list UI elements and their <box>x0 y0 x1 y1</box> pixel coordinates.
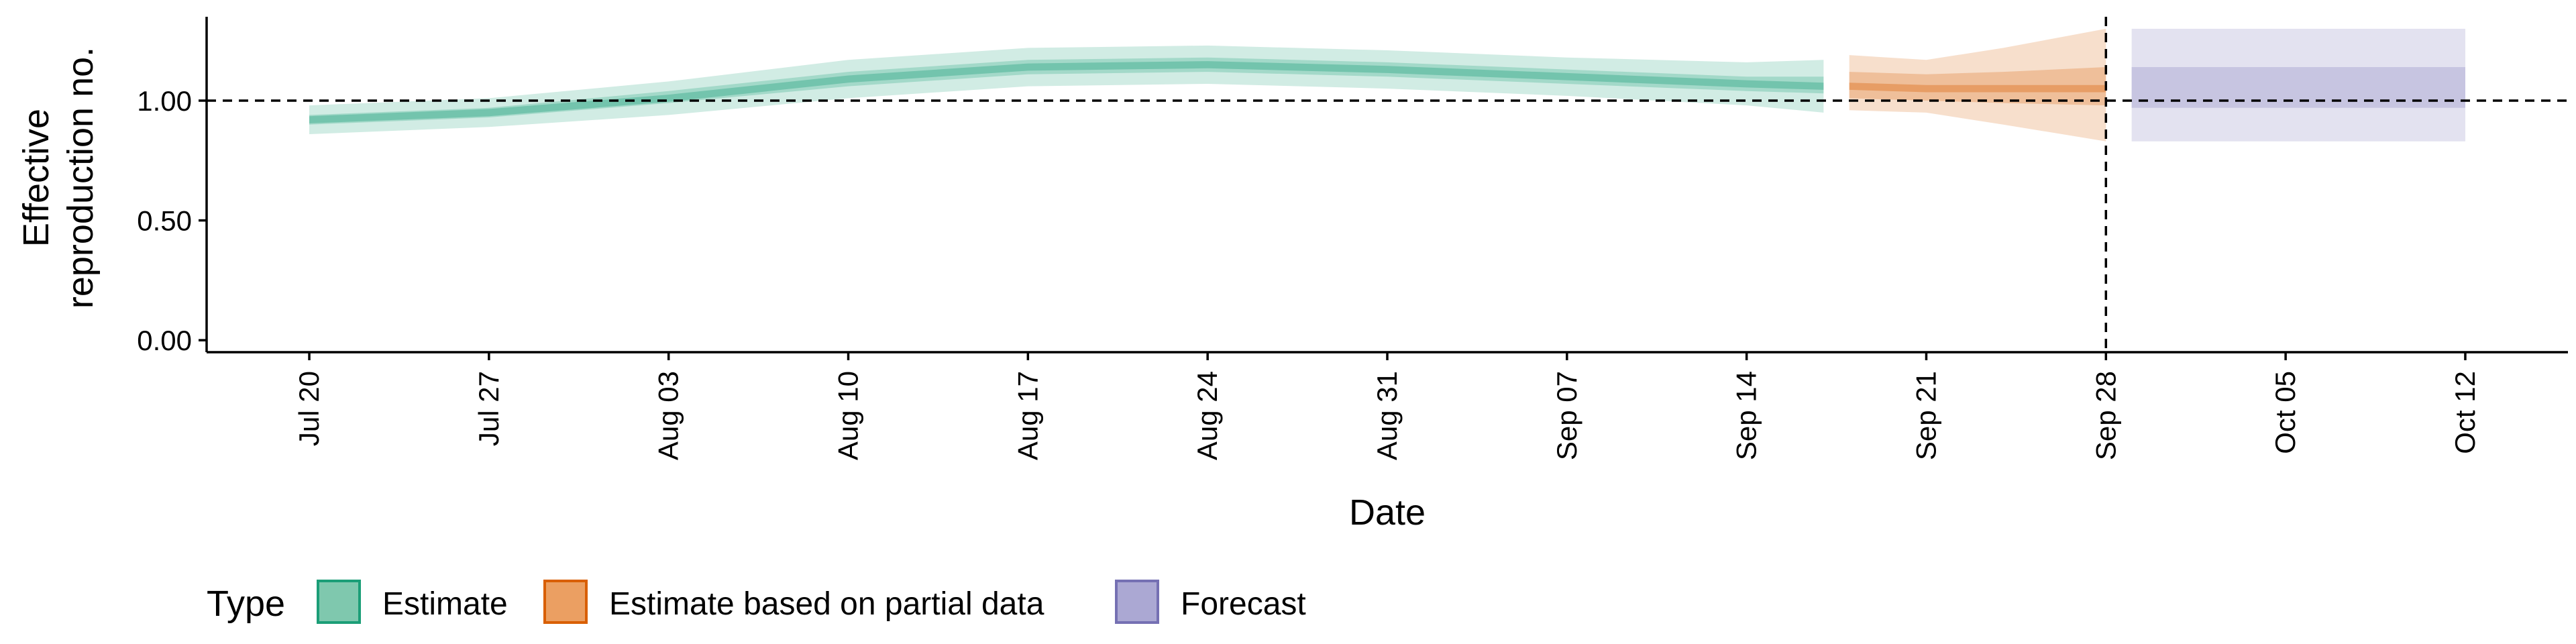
legend: Type Estimate Estimate based on partial da… <box>207 580 1306 624</box>
x-tick-label: Sep 21 <box>1910 371 1941 460</box>
x-tick-label: Aug 10 <box>833 371 864 460</box>
reference-lines <box>207 17 2568 352</box>
x-tick-label: Aug 31 <box>1371 371 1403 460</box>
legend-title: Type <box>207 584 285 624</box>
x-tick-label: Jul 20 <box>293 371 325 446</box>
x-tick-label: Aug 17 <box>1012 371 1043 460</box>
y-tick-label: 1.00 <box>137 85 192 117</box>
series-estimate-based-on-partial-data <box>1849 28 2106 142</box>
plot-bands <box>309 28 2465 142</box>
x-tick-label: Jul 27 <box>473 371 504 446</box>
legend-item-estimate-based-on-partial-data: Estimate based on partial data <box>543 580 1044 624</box>
legend-item-estimate: Estimate <box>317 580 508 624</box>
axes: 0.00 0.50 1.00 Jul 20 Jul 27 Aug 03 Aug 10 Aug … <box>16 17 2568 533</box>
y-tick-label: 0.00 <box>137 325 192 356</box>
band-50-forecast <box>2131 67 2465 108</box>
x-tick-label: Sep 07 <box>1551 371 1582 460</box>
x-tick-label: Sep 28 <box>2090 371 2121 460</box>
x-axis-title: Date <box>1349 492 1426 533</box>
band-50-estimate <box>309 57 1824 125</box>
band-median-estimate <box>309 61 1824 123</box>
y-tick-label: 0.50 <box>137 205 192 237</box>
legend-key-label: Forecast <box>1181 586 1306 622</box>
legend-key-swatch <box>317 580 361 624</box>
x-tick-label: Oct 12 <box>2449 371 2481 454</box>
legend-item-forecast: Forecast <box>1115 580 1306 624</box>
series-forecast <box>2131 28 2465 142</box>
x-tick-label: Aug 03 <box>653 371 684 460</box>
band-90-forecast <box>2131 28 2465 142</box>
y-axis-title-line: reproduction no. <box>60 47 101 309</box>
legend-key-swatch <box>1115 580 1159 624</box>
x-tick-label: Oct 05 <box>2269 371 2301 454</box>
legend-key-label: Estimate based on partial data <box>609 586 1044 622</box>
band-90-estimate-based-on-partial-data <box>1849 28 2106 142</box>
x-tick-label: Sep 14 <box>1731 371 1762 460</box>
legend-key-label: Estimate <box>382 586 508 622</box>
y-axis-title-line: Effective <box>16 109 56 247</box>
band-50-estimate-based-on-partial-data <box>1849 67 2106 106</box>
band-median-estimate-based-on-partial-data <box>1849 83 2106 93</box>
band-90-estimate <box>309 45 1824 135</box>
series-estimate <box>309 45 1824 135</box>
x-tick-label: Aug 24 <box>1191 371 1223 460</box>
legend-key-swatch <box>543 580 588 624</box>
